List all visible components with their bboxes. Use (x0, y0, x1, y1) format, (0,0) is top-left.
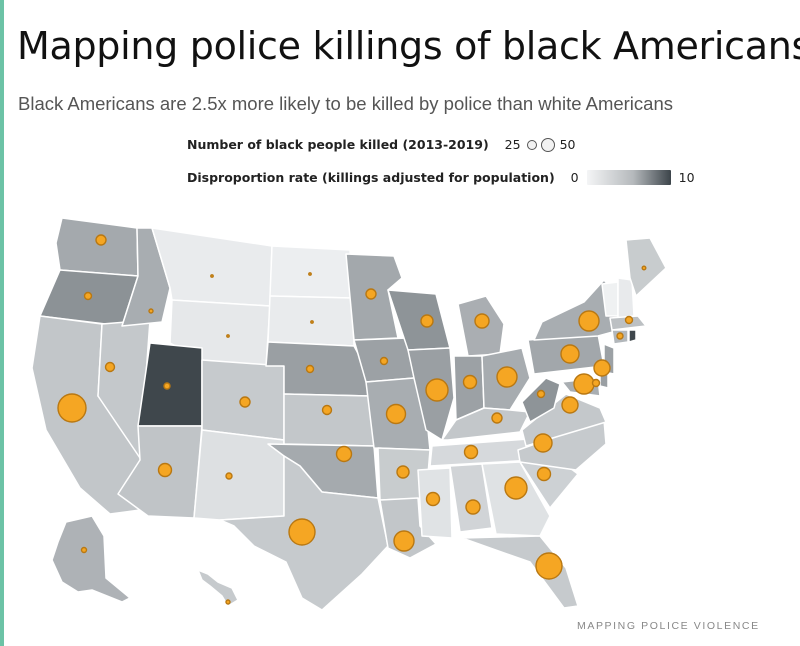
dot-indiana (462, 374, 478, 390)
dot-washington (95, 234, 107, 246)
size-legend: Number of black people killed (2013-2019… (187, 137, 575, 152)
state-kentucky (441, 407, 531, 441)
state-alaska (51, 515, 131, 603)
dot-massachusetts (624, 315, 634, 325)
dot-utah (163, 382, 171, 390)
size-legend-min: 25 (504, 137, 521, 152)
dot-west-virginia (536, 389, 546, 399)
dot-louisiana (393, 530, 415, 552)
dot-wisconsin (420, 314, 434, 328)
color-legend-max: 10 (678, 170, 695, 185)
dot-illinois (425, 378, 449, 402)
dot-maine (641, 265, 647, 271)
color-gradient-bar (586, 170, 671, 185)
state-virginia (521, 393, 607, 447)
dots-layer (57, 234, 647, 605)
dot-hawaii (225, 599, 231, 605)
page-title: Mapping police killings of black America… (17, 24, 800, 68)
dot-colorado (239, 396, 251, 408)
dot-oregon (83, 291, 93, 301)
dot-kansas (321, 404, 333, 416)
color-legend-min: 0 (570, 170, 579, 185)
dot-arkansas (396, 465, 410, 479)
color-legend-label: Disproportion rate (killings adjusted fo… (187, 170, 555, 185)
state-washington (55, 217, 139, 277)
dot-delaware (591, 378, 601, 388)
dot-nevada (104, 361, 116, 373)
size-legend-label: Number of black people killed (2013-2019… (187, 137, 489, 152)
dot-michigan (474, 313, 490, 329)
dot-new-york (578, 310, 600, 332)
dot-idaho (148, 308, 154, 314)
dot-missouri (385, 403, 407, 425)
color-legend: Disproportion rate (killings adjusted fo… (187, 170, 695, 185)
size-legend-max: 50 (559, 137, 576, 152)
accent-bar (0, 0, 4, 646)
dot-alabama (465, 499, 481, 515)
source-credit: MAPPING POLICE VIOLENCE (577, 620, 760, 632)
dot-wyoming (226, 334, 230, 338)
dot-new-jersey (593, 359, 611, 377)
state-alabama (449, 463, 493, 533)
dot-nebraska (305, 364, 315, 374)
dot-maryland (573, 373, 595, 395)
state-kansas (283, 393, 375, 447)
dot-iowa (379, 356, 389, 366)
dot-connecticut (616, 332, 624, 340)
dot-mississippi (425, 491, 441, 507)
large-circle-icon (540, 137, 555, 152)
dot-arizona (157, 462, 173, 478)
dot-north-dakota (308, 272, 312, 276)
states-layer (31, 217, 667, 611)
dot-virginia (561, 396, 579, 414)
dot-oklahoma (335, 445, 353, 463)
dot-south-carolina (536, 466, 552, 482)
state-rhode-island (628, 329, 637, 343)
dot-north-carolina (533, 433, 553, 453)
dot-ohio (496, 366, 518, 388)
state-hawaii (197, 569, 239, 607)
state-north-dakota (269, 245, 353, 299)
dot-montana (210, 274, 214, 278)
dot-florida (535, 552, 563, 580)
dot-minnesota (365, 288, 377, 300)
us-choropleth-map (31, 217, 667, 611)
dot-alaska (80, 546, 88, 554)
dot-south-dakota (310, 320, 314, 324)
small-circle-icon (526, 139, 537, 150)
dot-texas (288, 518, 316, 546)
dot-tennessee (463, 444, 479, 460)
dot-kentucky (491, 412, 503, 424)
dot-new-mexico (225, 472, 233, 480)
page-subtitle: Black Americans are 2.5x more likely to … (18, 93, 673, 114)
dot-pennsylvania (560, 344, 580, 364)
dot-georgia (504, 476, 528, 500)
state-montana (151, 227, 273, 307)
dot-california (57, 393, 87, 423)
state-west-virginia (521, 377, 561, 423)
